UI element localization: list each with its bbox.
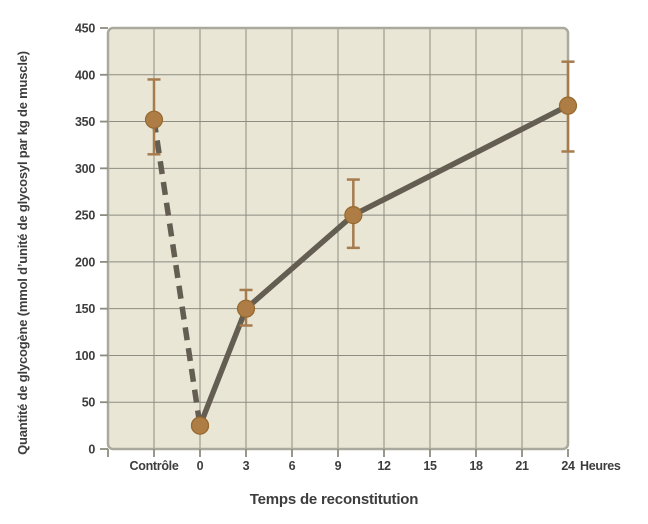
data-point-marker — [558, 96, 578, 115]
x-axis-unit-label: Heures — [580, 459, 621, 473]
y-tick-label: 450 — [75, 22, 95, 36]
data-point-marker — [344, 206, 363, 225]
y-axis-title: Quantité de glycogène (mmol d’unité de g… — [15, 51, 30, 455]
x-tick-label: 24 — [561, 459, 575, 473]
y-tick-label: 350 — [75, 115, 95, 129]
data-point-marker — [236, 299, 256, 318]
y-tick-label: 300 — [75, 162, 95, 176]
x-tick-label: 18 — [469, 459, 483, 473]
y-tick-label: 400 — [75, 68, 95, 82]
y-tick-label: 200 — [75, 255, 95, 269]
x-tick-label: 15 — [423, 459, 437, 473]
series-line-solid — [197, 103, 570, 427]
x-tick-label: 0 — [197, 459, 204, 473]
x-tick-label: 6 — [289, 459, 296, 473]
y-tick-label: 50 — [82, 396, 96, 410]
x-tick-label: 12 — [377, 459, 391, 473]
x-tick-label: 21 — [515, 459, 529, 473]
y-tick-label: 0 — [88, 443, 95, 457]
y-tick-label: 150 — [75, 302, 95, 316]
x-tick-label: Contrôle — [130, 459, 179, 473]
series-line-dashed — [151, 119, 203, 427]
y-tick-label: 100 — [75, 349, 95, 363]
x-tick-label: 9 — [335, 459, 342, 473]
y-tick-label: 250 — [75, 209, 95, 223]
x-tick-label: 3 — [243, 459, 250, 473]
data-point-marker — [190, 416, 210, 435]
x-axis-title: Temps de reconstitution — [250, 491, 419, 508]
data-point-marker — [144, 110, 164, 129]
